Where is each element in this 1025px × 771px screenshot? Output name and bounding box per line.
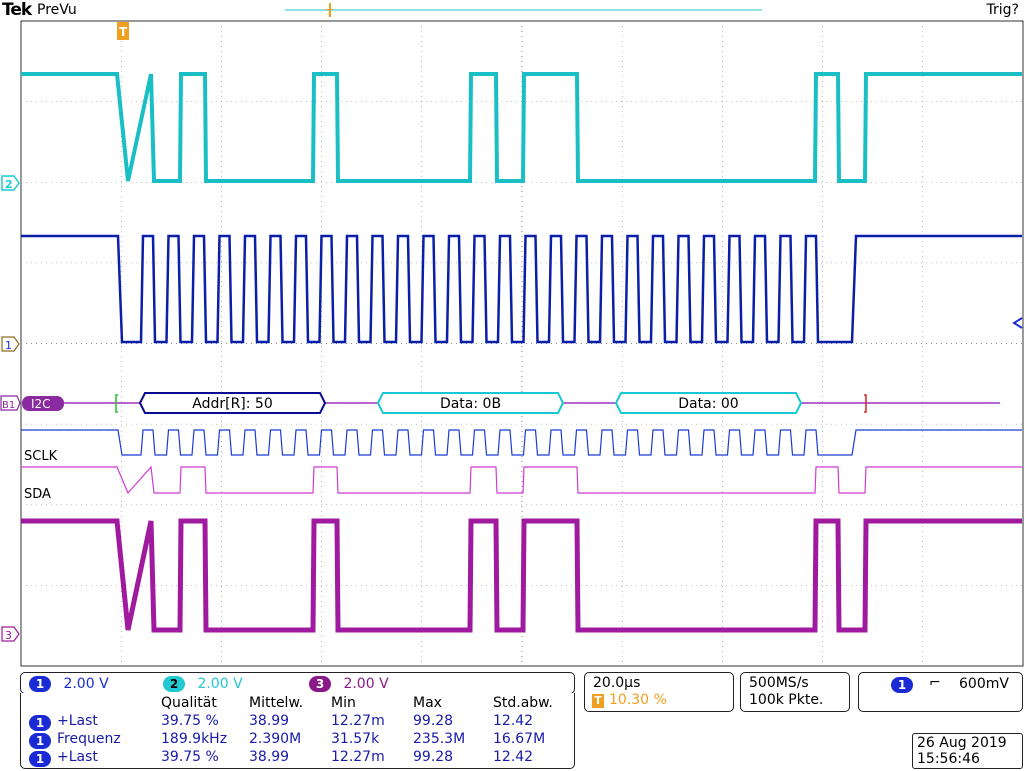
meas-value: 38.99 — [249, 713, 290, 729]
meas-value: 39.75 % — [161, 713, 219, 729]
ch1-badge: 1 — [29, 676, 51, 692]
sclk-label: SCLK — [24, 449, 58, 464]
meas-header-2: Min — [331, 695, 356, 711]
time-readout: 15:56:46 — [917, 751, 980, 767]
ch1-scale-readout[interactable]: 1 2.00 V — [29, 676, 109, 692]
date-readout: 26 Aug 2019 — [917, 735, 1007, 751]
trigger-level-arrow — [1012, 317, 1023, 329]
bus-packet-0 — [138, 392, 327, 414]
record-length: 100k Pkte. — [749, 692, 824, 708]
meas-value: 235.3M — [413, 731, 466, 747]
svg-text:I2C: I2C — [31, 397, 51, 411]
bus-packet-1 — [376, 392, 565, 414]
meas-value: 39.75 % — [161, 749, 219, 765]
falling-edge-icon: ⌐ — [929, 675, 941, 691]
trigger-position-marker: T — [117, 22, 129, 40]
ch1-ground-marker[interactable]: 1 — [1, 336, 20, 352]
trigger-panel[interactable]: 1 ⌐ 600mV — [858, 672, 1023, 712]
bus-packet-2 — [614, 392, 803, 414]
meas-source-badge: 1 — [29, 751, 51, 767]
meas-name[interactable]: +Last — [57, 749, 98, 765]
sclk-digital-trace — [21, 429, 1022, 456]
meas-value: 12.42 — [493, 749, 534, 765]
meas-name[interactable]: Frequenz — [57, 731, 121, 747]
meas-source-badge: 1 — [29, 733, 51, 749]
ch2-badge: 2 — [163, 676, 185, 692]
meas-value: 12.42 — [493, 713, 534, 729]
sda-digital-trace — [21, 465, 1022, 495]
horizontal-panel[interactable]: 20.0µs T 10.30 % — [584, 672, 734, 712]
timebase: 20.0µs — [593, 675, 641, 691]
meas-header-1: Mittelw. — [249, 695, 304, 711]
record-view-bar: T — [285, 3, 762, 20]
trigger-position-label: T — [119, 25, 128, 39]
status-bar: Tek PreVu Trig? — [0, 0, 1025, 22]
tek-logo: Tek — [2, 0, 32, 20]
ch3-scale-readout[interactable]: 3 2.00 V — [309, 676, 389, 692]
svg-text:2: 2 — [5, 178, 13, 191]
meas-value: 38.99 — [249, 749, 290, 765]
sample-rate: 500MS/s — [749, 675, 809, 691]
ch1-waveform — [21, 234, 1022, 344]
svg-text:T: T — [325, 7, 333, 20]
bus-b1-marker[interactable]: B1 — [0, 395, 21, 411]
bus-packet-label: Data: 00 — [678, 396, 738, 412]
acquisition-panel[interactable]: 500MS/s 100k Pkte. — [740, 672, 850, 712]
bus-packet-label: Data: 0B — [440, 396, 501, 412]
meas-value: 99.28 — [413, 749, 454, 765]
sda-digital-path — [21, 465, 1022, 495]
meas-header-0: Qualität — [161, 695, 217, 711]
acquisition-state: PreVu — [37, 2, 77, 18]
vertical-scale-panel[interactable]: 1 2.00 V 2 2.00 V 3 2.00 V — [20, 672, 575, 694]
meas-value: 12.27m — [331, 749, 385, 765]
svg-text:B1: B1 — [2, 400, 15, 411]
meas-source-badge: 1 — [29, 715, 51, 731]
trigger-level: 600mV — [959, 676, 1009, 692]
sclk-digital-path — [21, 429, 1022, 456]
ch2-scale-readout[interactable]: 2 2.00 V — [163, 676, 243, 692]
meas-value: 12.27m — [331, 713, 385, 729]
trigger-position-icon: T — [592, 694, 604, 708]
meas-value: 31.57k — [331, 731, 380, 747]
ch2-ground-marker[interactable]: 2 — [1, 175, 20, 191]
svg-text:1: 1 — [5, 339, 12, 352]
bus-packet-label: Addr[R]: 50 — [192, 396, 273, 412]
waveform-display: T T Addr[R]: 50 Data: 0B Data: 00 SCLK SDA… — [0, 3, 1024, 667]
ch3-waveform — [21, 518, 1022, 633]
ch2-waveform-path — [21, 72, 1022, 183]
ch2-waveform — [21, 72, 1022, 183]
ch1-waveform-path — [21, 234, 1022, 344]
ch3-badge: 3 — [309, 676, 331, 692]
meas-header-4: Std.abw. — [493, 695, 553, 711]
bus-type-badge: I2C — [22, 396, 64, 411]
sda-label: SDA — [24, 487, 51, 502]
meas-header-3: Max — [413, 695, 442, 711]
datetime-panel: 26 Aug 2019 15:56:46 — [912, 733, 1023, 769]
ch3-waveform-path — [21, 518, 1022, 633]
ch3-ground-marker[interactable]: 3 — [1, 626, 20, 642]
meas-name[interactable]: +Last — [57, 713, 98, 729]
trigger-status: Trig? — [986, 2, 1019, 18]
meas-value: 99.28 — [413, 713, 454, 729]
meas-value: 16.67M — [493, 731, 546, 747]
svg-text:3: 3 — [5, 629, 12, 642]
trigger-position-percent: 10.30 % — [609, 692, 667, 708]
trigger-source-badge: 1 — [891, 677, 913, 693]
measurements-panel: Qualität Mittelw. Min Max Std.abw. 1 +Las… — [20, 693, 575, 769]
meas-value: 2.390M — [249, 731, 302, 747]
meas-value: 189.9kHz — [161, 731, 228, 747]
